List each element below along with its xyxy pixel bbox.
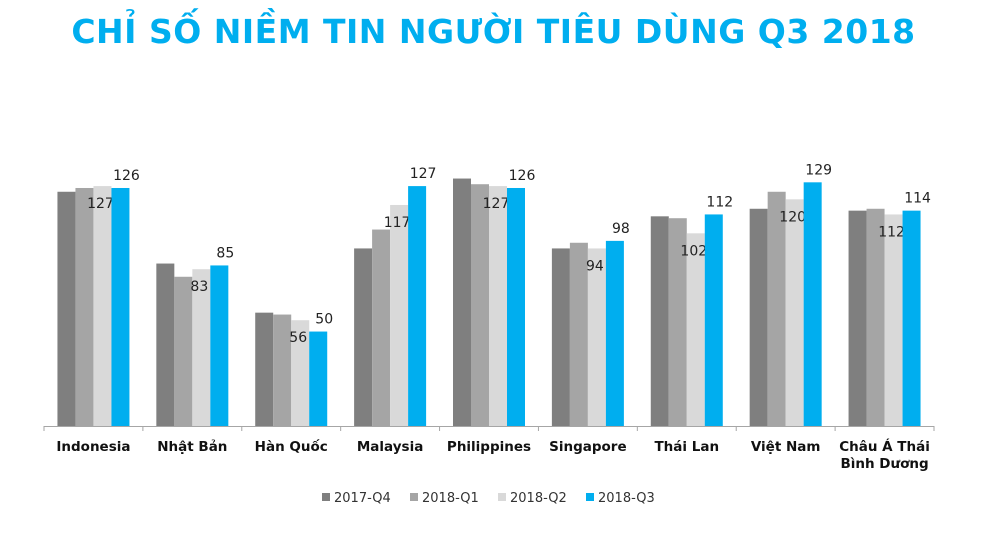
data-label: 112 [878, 224, 905, 240]
data-label: 56 [289, 330, 307, 346]
category-label: Châu Á Thái Bình Dương [839, 438, 930, 472]
bar-2018-Q3 [803, 182, 822, 426]
bar-2017-Q4 [848, 210, 867, 426]
legend-label: 2018-Q3 [598, 491, 655, 506]
bar-2018-Q2 [587, 248, 606, 426]
bar-2018-Q3 [210, 265, 229, 426]
bar-2017-Q4 [156, 263, 175, 426]
category-label: Malaysia [357, 439, 423, 455]
bar-2018-Q2 [291, 320, 310, 426]
bar-2018-Q3 [704, 214, 723, 426]
bar-2017-Q4 [453, 178, 471, 426]
bar-2017-Q4 [650, 216, 669, 426]
bar-2018-Q2 [489, 186, 507, 426]
legend-swatch [322, 493, 330, 501]
category-label: Philippines [447, 439, 531, 455]
bar-2018-Q2 [93, 186, 112, 426]
data-label: 85 [216, 245, 234, 261]
bar-2018-Q3 [507, 187, 525, 426]
bar-2018-Q1 [372, 229, 391, 426]
bar-2018-Q2 [390, 204, 409, 426]
category-label: Nhật Bản [157, 439, 227, 455]
data-label: 126 [113, 168, 140, 184]
data-label: 127 [410, 166, 437, 182]
bar-2017-Q4 [255, 312, 274, 426]
legend-label: 2017-Q4 [334, 491, 391, 506]
data-label: 112 [706, 194, 733, 210]
bar-2018-Q3 [902, 210, 921, 426]
bar-2018-Q3 [605, 240, 624, 426]
bar-2017-Q4 [57, 191, 76, 426]
bar-2018-Q1 [273, 314, 292, 426]
legend-swatch [498, 493, 506, 501]
data-label: 129 [805, 162, 832, 178]
data-label: 127 [483, 196, 510, 212]
bar-2018-Q1 [767, 191, 786, 426]
data-label: 83 [190, 279, 208, 295]
data-label: 50 [315, 312, 333, 328]
data-label: 117 [384, 215, 411, 231]
legend-label: 2018-Q2 [510, 491, 567, 506]
data-label: 98 [612, 221, 630, 237]
bar-2018-Q2 [785, 199, 804, 426]
category-label: Việt Nam [751, 439, 821, 455]
bar-2018-Q3 [408, 186, 427, 426]
data-label: 120 [779, 209, 806, 225]
bar-2018-Q1 [569, 242, 588, 426]
category-label: Thái Lan [654, 439, 719, 455]
category-label: Indonesia [56, 439, 130, 455]
bar-2018-Q1 [174, 276, 193, 426]
legend-swatch [586, 493, 594, 501]
category-label: Singapore [549, 439, 627, 455]
data-label: 102 [680, 243, 707, 259]
bar-2018-Q1 [866, 208, 885, 426]
bar-2018-Q2 [884, 214, 903, 426]
data-label: 126 [509, 168, 536, 184]
bar-2018-Q1 [668, 218, 687, 426]
legend-swatch [410, 493, 418, 501]
data-label: 94 [586, 258, 604, 274]
bar-2018-Q3 [309, 331, 328, 426]
bar-2018-Q1 [75, 187, 94, 426]
bar-2018-Q2 [192, 269, 211, 426]
bar-2017-Q4 [749, 208, 768, 426]
bar-2018-Q1 [471, 184, 489, 426]
category-label: Hàn Quốc [255, 438, 328, 455]
legend-label: 2018-Q1 [422, 491, 479, 506]
data-label: 114 [904, 191, 931, 207]
chart-title: CHỈ SỐ NIỀM TIN NGƯỜI TIÊU DÙNG Q3 2018 [71, 12, 916, 51]
bar-2018-Q3 [111, 187, 130, 426]
bar-2018-Q2 [686, 233, 705, 426]
bar-2017-Q4 [354, 248, 373, 426]
data-label: 127 [87, 196, 114, 212]
bar-2017-Q4 [551, 248, 570, 426]
